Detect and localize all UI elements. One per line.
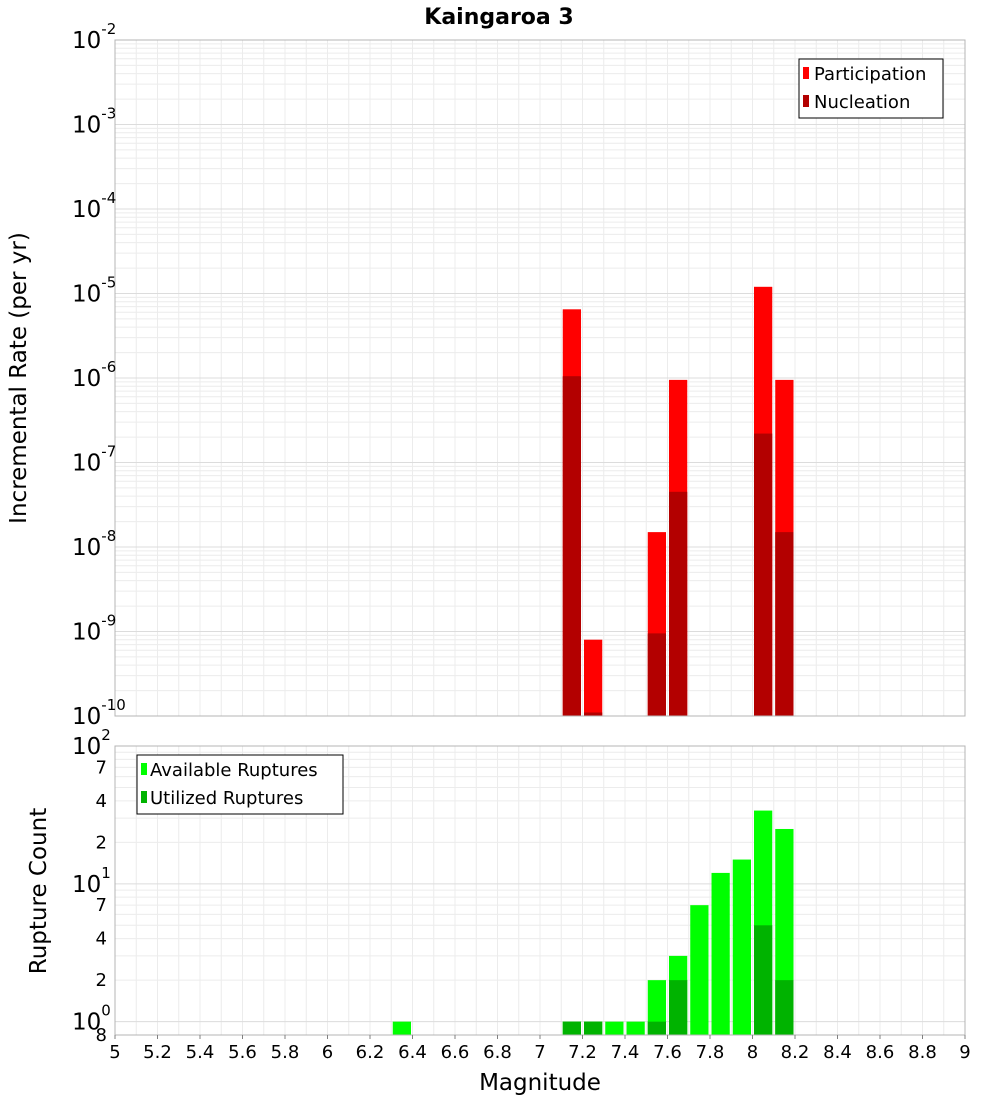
rate-y-tick-label: 10-8 [72,527,116,561]
rate-y-tick-exponent: -3 [101,105,116,123]
count-y-minor-tick-label: 4 [96,791,107,812]
rate-y-tick-label: 10-3 [72,105,116,139]
rate-y-tick-label: 10-10 [72,696,126,730]
x-tick-label: 7.2 [568,1042,597,1063]
x-tick-label: 6.2 [356,1042,385,1063]
nucleation-legend-swatch [803,95,809,107]
participation-legend-label: Participation [814,64,926,85]
x-tick-label: 8 [747,1042,758,1063]
x-tick-label: 5.8 [271,1042,300,1063]
x-tick-label: 7.8 [696,1042,725,1063]
x-tick-label: 7.4 [611,1042,640,1063]
utilized-ruptures-bar [584,1021,603,1035]
rate-plot: 10-2 10-3 10-4 10-5 10-6 10-7 10-8 10-9 10-10 In… [6,20,966,730]
x-tick-label: 5.2 [143,1042,172,1063]
x-tick-label: 8.6 [866,1042,895,1063]
utilized-ruptures-bar [647,1021,666,1035]
participation-bar [584,639,603,716]
count-legend-box [136,754,344,815]
participation-legend-swatch [803,67,809,79]
x-tick-label: 9 [959,1042,970,1063]
utilized-ruptures-bar [754,925,773,1035]
rate-y-axis-label: Incremental Rate (per yr) [6,232,32,524]
utilized-legend-label: Utilized Ruptures [150,788,303,809]
available-ruptures-bar [690,905,709,1035]
available-legend-swatch [141,763,147,775]
rate-y-tick-exponent: -9 [101,612,116,630]
count-y-minor-tick-label: 7 [96,757,107,778]
rate-y-tick-exponent: -2 [101,20,116,38]
x-axis-label: Magnitude [479,1070,601,1096]
available-ruptures-bar [732,859,751,1035]
nucleation-bar [562,376,581,716]
count-gridlines [114,745,966,1035]
nucleation-bar [647,633,666,716]
count-y-minor-tick-label: 2 [96,832,107,853]
rate-y-tick-label: 10-7 [72,443,116,477]
rate-y-tick-exponent: -4 [101,189,116,207]
chart-title: Kaingaroa 3 [424,5,573,30]
rate-y-tick-label: 10-9 [72,612,116,646]
available-ruptures-bar [392,1021,411,1035]
count-y-tick-exponent: 0 [101,1002,111,1020]
x-tick-label: 5.6 [228,1042,257,1063]
nucleation-bar [584,712,603,716]
nucleation-bar [775,532,794,716]
utilized-ruptures-bar [669,980,688,1035]
count-y-tick-exponent: 2 [101,726,111,744]
count-y-tick-label: 102 [72,726,111,760]
rate-y-tick-exponent: -10 [101,696,126,714]
utilized-ruptures-bar [562,1021,581,1035]
nucleation-legend-label: Nucleation [814,92,910,113]
available-ruptures-bar [711,872,730,1035]
available-ruptures-bar [605,1021,624,1035]
rate-legend-box [798,58,944,119]
x-tick-label: 6.6 [441,1042,470,1063]
nucleation-bar [669,491,688,716]
nucleation-bar [754,433,773,716]
x-tick-label: 7.6 [653,1042,682,1063]
x-tick-label: 5 [109,1042,120,1063]
rate-legend: Participation Nucleation [798,58,944,119]
available-ruptures-bar [647,980,666,1035]
rate-gridlines [114,40,966,717]
x-tick-label: 5.4 [186,1042,215,1063]
available-ruptures-bar [626,1021,645,1035]
x-tick-label: 8.2 [781,1042,810,1063]
x-tick-label: 6.4 [398,1042,427,1063]
utilized-ruptures-bar [775,980,794,1035]
count-y-axis-label: Rupture Count [26,808,52,974]
x-tick-label: 6 [322,1042,333,1063]
rate-y-tick-exponent: -8 [101,527,116,545]
x-tick-label: 7 [534,1042,545,1063]
rate-y-tick-label: 10-6 [72,358,116,392]
rate-y-tick-label: 10-2 [72,20,116,54]
rate-y-tick-label: 10-5 [72,274,116,308]
rate-y-tick-exponent: -7 [101,443,116,461]
count-y-minor-tick-label: 4 [96,929,107,950]
count-legend: Available Ruptures Utilized Ruptures [136,754,344,815]
rate-y-tick-exponent: -6 [101,358,116,376]
rate-y-tick-label: 10-4 [72,189,116,223]
rate-y-tick-exponent: -5 [101,274,116,292]
count-y-minor-tick-label: 2 [96,970,107,991]
count-y-tick-label: 101 [72,864,111,898]
count-y-tick-exponent: 1 [101,864,111,882]
x-tick-label: 8.8 [908,1042,937,1063]
utilized-legend-swatch [141,791,147,803]
available-legend-label: Available Ruptures [150,760,318,781]
rate-bars [562,286,794,716]
count-bars [392,810,794,1035]
rate-plot-frame [114,39,966,717]
x-tick-label: 8.4 [823,1042,852,1063]
x-axis-ticks: 5 5.2 5.4 5.6 5.8 6 6.2 6.4 6.6 6.8 7 7.2 7.4 7.6 7.8 8… [109,1035,971,1063]
count-y-minor-tick-label: 7 [96,895,107,916]
x-tick-label: 6.8 [483,1042,512,1063]
count-y-minor-tick-label: 8 [96,1025,107,1046]
